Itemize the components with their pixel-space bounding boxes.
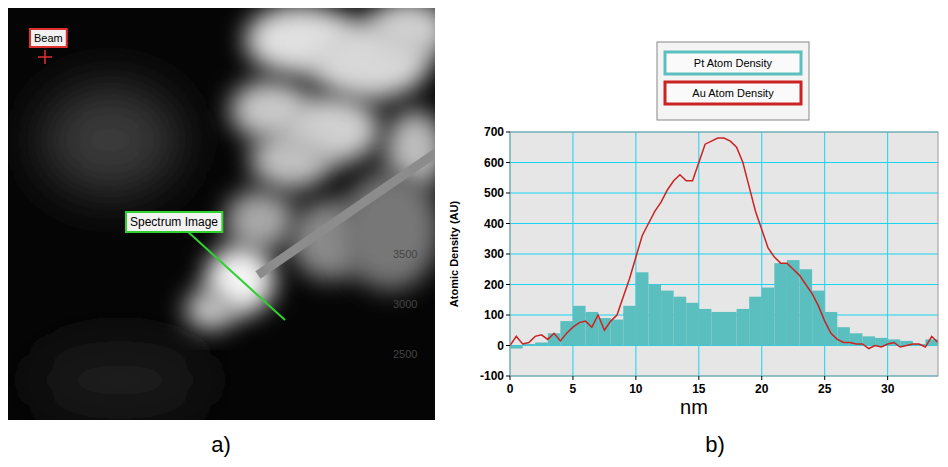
pt-bar	[749, 297, 762, 346]
beam-cross	[44, 50, 46, 64]
pt-bar	[825, 312, 838, 346]
x-tick-label: 30	[881, 382, 895, 396]
beam-label: Beam	[34, 32, 63, 44]
pt-bar	[724, 312, 737, 346]
x-tick-label: 5	[570, 382, 577, 396]
y-tick-label: 200	[484, 278, 504, 292]
y-tick	[506, 193, 510, 194]
x-tick	[887, 376, 888, 380]
legend-entry: Au Atom Density	[692, 87, 774, 99]
pt-bar	[674, 297, 687, 346]
figure: 350030002500BeamSpectrum Imagea)-1000100…	[0, 0, 948, 467]
pt-bar	[611, 320, 624, 346]
pt-bar	[862, 336, 875, 345]
y-tick-label: 300	[484, 247, 504, 261]
legend-swatch	[665, 82, 801, 104]
legend-box	[657, 42, 809, 120]
scale-label: 3000	[393, 298, 417, 310]
x-tick	[824, 376, 825, 380]
y-tick-label: 500	[484, 186, 504, 200]
panel-label: a)	[211, 432, 231, 457]
pt-bar	[636, 272, 649, 345]
pt-bar	[774, 263, 787, 345]
x-axis-title: nm	[680, 396, 708, 418]
grid-line	[510, 254, 938, 255]
particle	[250, 130, 330, 190]
pt-bar	[586, 312, 599, 346]
particle	[370, 8, 435, 60]
pt-bar	[711, 312, 724, 346]
particle	[185, 290, 235, 330]
y-tick-label: 0	[497, 339, 504, 353]
y-tick-label: -100	[480, 369, 504, 383]
x-tick-label: 25	[818, 382, 832, 396]
pt-bar	[737, 309, 750, 346]
y-axis-title: Atomic Density (AU)	[448, 200, 460, 307]
legend-swatch	[665, 52, 801, 74]
x-tick-label: 15	[692, 382, 706, 396]
y-tick	[506, 254, 510, 255]
y-tick-label: 700	[484, 125, 504, 139]
grid-line	[510, 162, 938, 163]
scale-label: 2500	[393, 348, 417, 360]
y-tick-label: 100	[484, 308, 504, 322]
y-tick-label: 400	[484, 217, 504, 231]
grid-line	[510, 223, 938, 224]
pt-bar	[623, 306, 636, 346]
pt-bar	[598, 318, 611, 345]
beam-box	[30, 29, 67, 47]
y-tick	[506, 345, 510, 346]
pt-bar	[510, 346, 523, 349]
y-tick	[506, 284, 510, 285]
plot-marks	[510, 138, 938, 348]
spectrum-box	[126, 212, 222, 232]
scale-label: 3500	[393, 248, 417, 260]
spectrum-label: Spectrum Image	[130, 215, 218, 229]
y-tick-label: 600	[484, 156, 504, 170]
x-tick	[510, 376, 511, 380]
x-tick	[635, 376, 636, 380]
pt-bar	[686, 303, 699, 346]
scan-line	[186, 230, 285, 320]
pt-bar	[535, 342, 548, 345]
pt-bar	[800, 269, 813, 345]
x-tick-label: 10	[629, 382, 643, 396]
probe	[258, 150, 435, 275]
y-tick	[506, 376, 510, 377]
grid-line	[510, 284, 938, 285]
x-tick	[761, 376, 762, 380]
au-line	[510, 138, 938, 348]
y-tick	[506, 162, 510, 163]
particle	[225, 190, 295, 250]
y-tick	[506, 132, 510, 133]
panel-label: b)	[705, 432, 725, 457]
pt-bar	[661, 291, 674, 346]
pt-bar	[699, 309, 712, 346]
micrograph: 3500 3000 2500	[8, 8, 435, 420]
particle-dim	[30, 340, 210, 420]
x-tick	[698, 376, 699, 380]
pt-bar	[648, 285, 661, 346]
x-tick	[572, 376, 573, 380]
particle-dim	[40, 85, 180, 195]
plot-frame	[510, 132, 938, 376]
y-tick	[506, 315, 510, 316]
x-tick-label: 20	[755, 382, 769, 396]
x-tick-label: 0	[507, 382, 514, 396]
pt-bar	[762, 288, 775, 346]
legend-entry: Pt Atom Density	[694, 57, 773, 69]
y-tick	[506, 223, 510, 224]
grid-line	[510, 193, 938, 194]
plot-area	[510, 132, 938, 376]
